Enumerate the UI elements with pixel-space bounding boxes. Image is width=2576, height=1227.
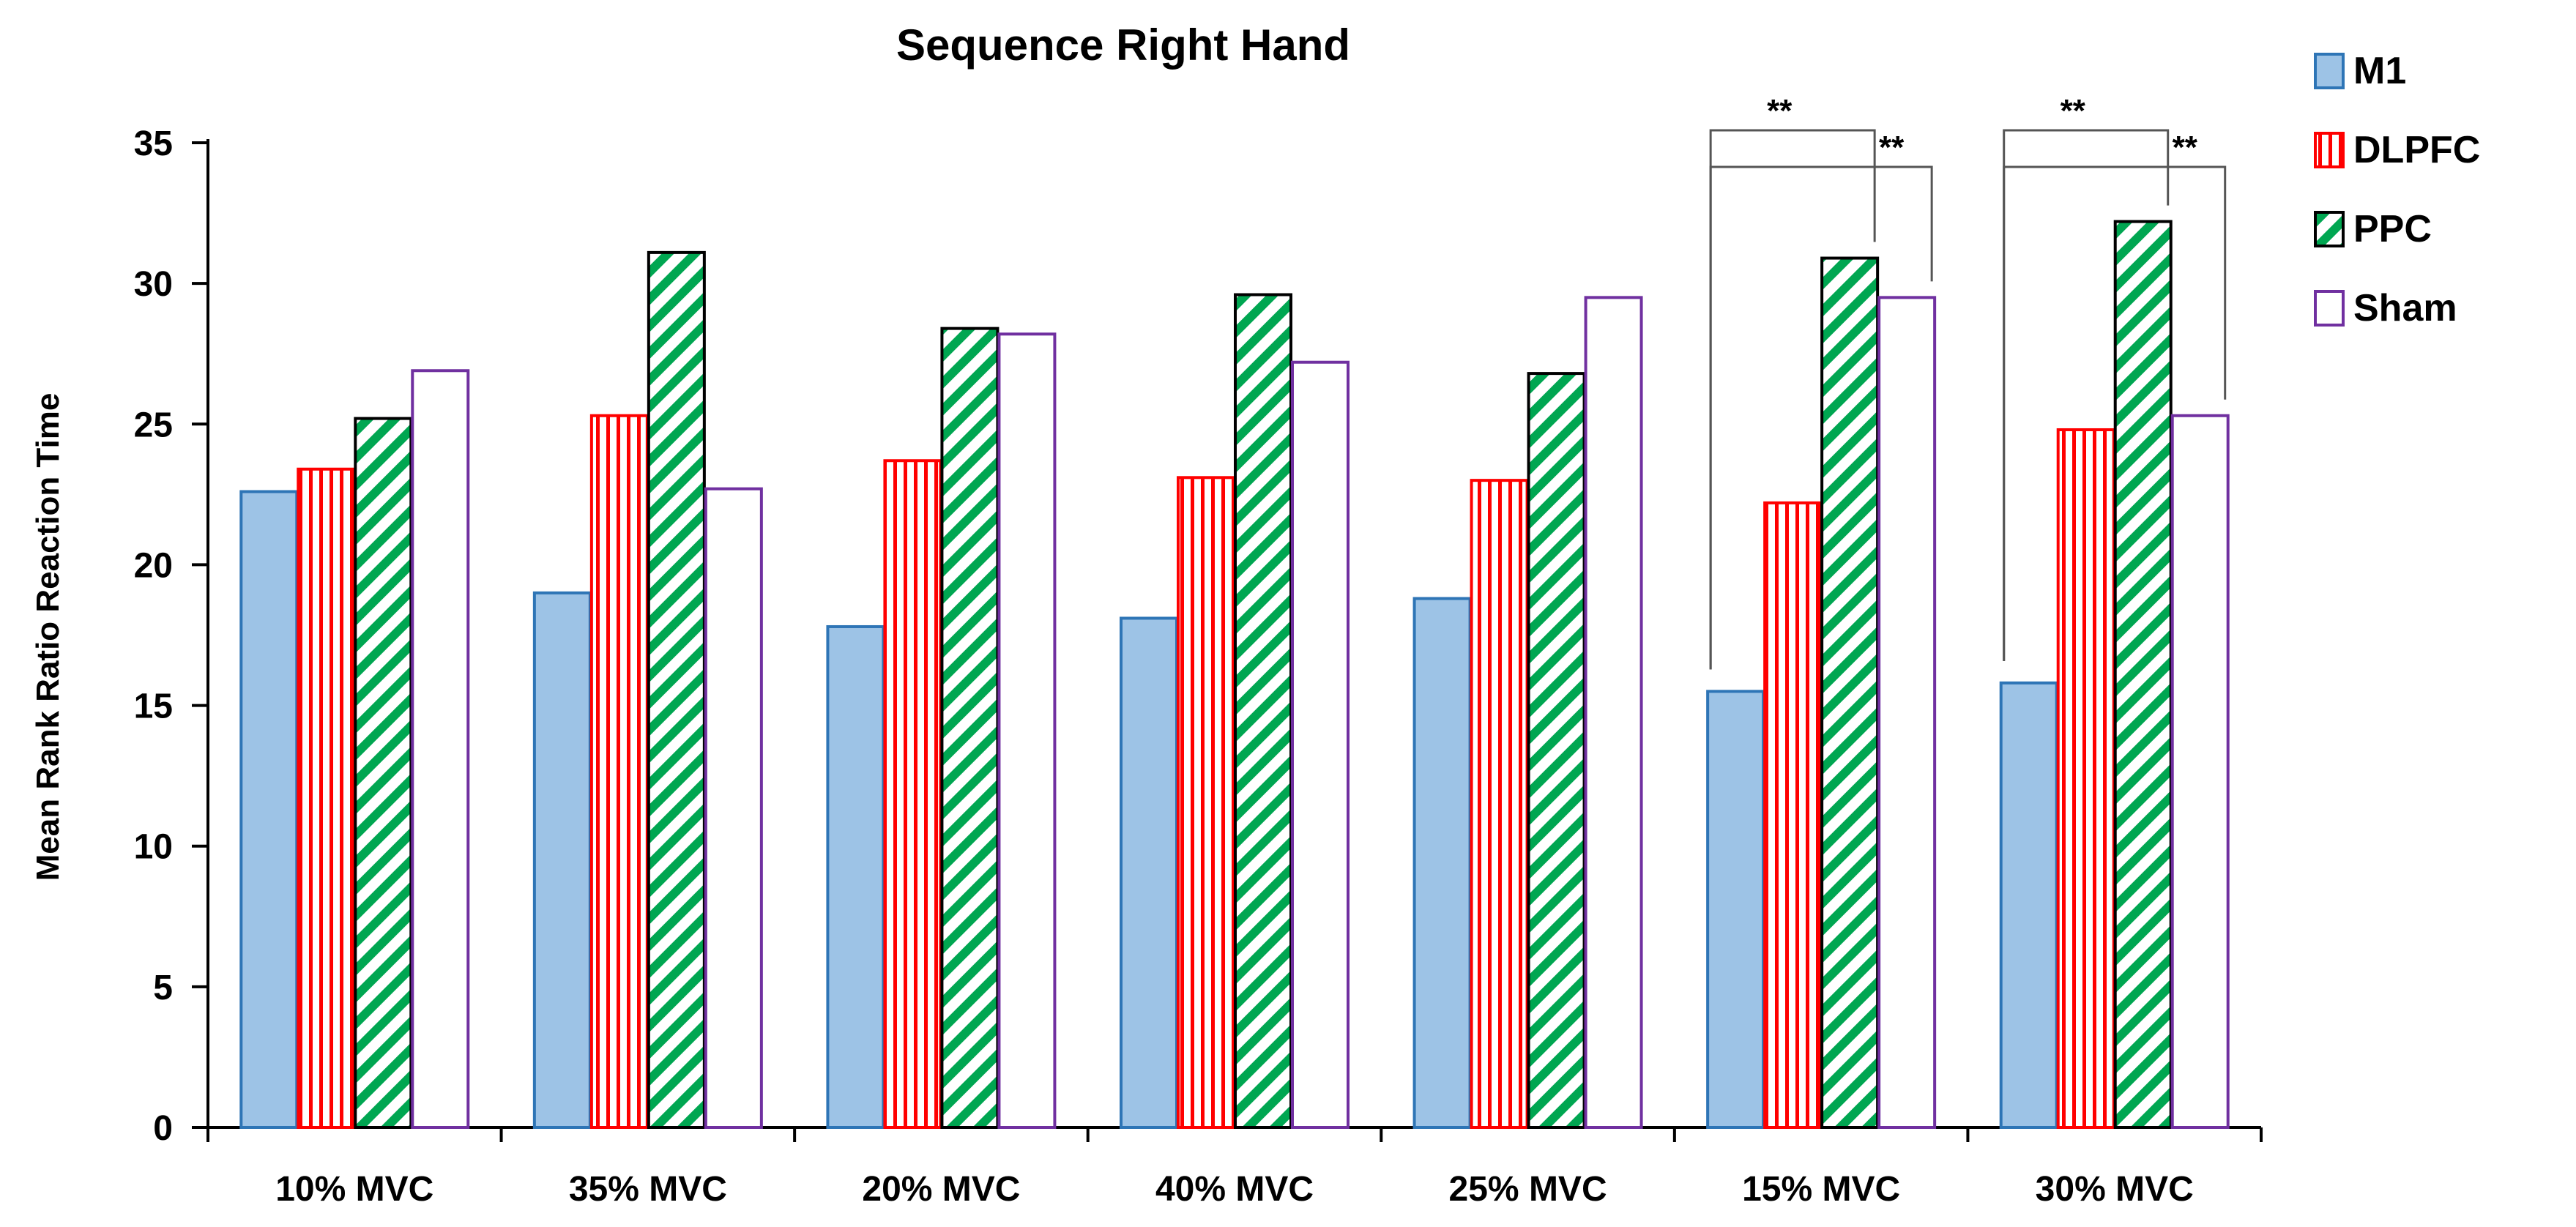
- y-tick-label: 0: [153, 1109, 173, 1148]
- legend: M1 DLPFC PPC Sham: [2314, 50, 2480, 329]
- bar-m1-15pct-mvc: [1706, 690, 1765, 1129]
- significance-label: **: [1879, 130, 1905, 165]
- bar-sham-10pct-mvc: [411, 369, 470, 1129]
- bar-m1-40pct-mvc: [1120, 616, 1178, 1129]
- bar-m1-30pct-mvc: [1999, 681, 2058, 1129]
- bar-m1-25pct-mvc: [1412, 597, 1472, 1129]
- bar-dlpfc-10pct-mvc: [297, 467, 356, 1129]
- y-tick-label: 20: [134, 546, 173, 585]
- y-tick-label: 15: [134, 687, 173, 726]
- y-tick-label: 10: [134, 828, 173, 867]
- chart-title: Sequence Right Hand: [896, 20, 1350, 70]
- x-tick-label-20pct-mvc: 20% MVC: [862, 1170, 1020, 1209]
- bar-dlpfc-20pct-mvc: [883, 459, 942, 1129]
- bar-m1-20pct-mvc: [826, 624, 885, 1129]
- bar-dlpfc-35pct-mvc: [589, 414, 649, 1129]
- legend-label-ppc: PPC: [2353, 208, 2432, 250]
- significance-label: **: [2173, 130, 2198, 165]
- bar-ppc-30pct-mvc: [2113, 220, 2173, 1130]
- legend-swatch-dlpfc: [2314, 132, 2345, 168]
- bar-ppc-40pct-mvc: [1234, 293, 1292, 1129]
- bar-m1-10pct-mvc: [239, 490, 299, 1129]
- y-tick-label: 5: [153, 969, 173, 1007]
- legend-swatch-sham: [2314, 290, 2345, 327]
- y-tick-label: 35: [134, 124, 173, 163]
- y-tick-label: 30: [134, 265, 173, 304]
- legend-swatch-ppc: [2314, 211, 2345, 247]
- bar-dlpfc-40pct-mvc: [1177, 476, 1235, 1129]
- bar-sham-30pct-mvc: [2170, 414, 2230, 1129]
- significance-bracket-30pct-mvc-m1-sham: [2003, 165, 2227, 661]
- y-tick-label: 25: [134, 406, 173, 444]
- bar-sham-35pct-mvc: [704, 487, 763, 1129]
- bar-ppc-35pct-mvc: [647, 250, 706, 1129]
- bar-dlpfc-15pct-mvc: [1763, 501, 1823, 1129]
- legend-label-dlpfc: DLPFC: [2353, 129, 2480, 171]
- bar-m1-35pct-mvc: [532, 591, 592, 1129]
- bar-dlpfc-30pct-mvc: [2056, 428, 2115, 1129]
- x-tick-label-10pct-mvc: 10% MVC: [275, 1170, 433, 1209]
- bar-ppc-20pct-mvc: [940, 327, 999, 1130]
- bar-ppc-10pct-mvc: [354, 417, 413, 1129]
- significance-label: **: [1767, 93, 1793, 129]
- significance-bracket-15pct-mvc-m1-sham: [1709, 165, 1933, 670]
- bar-ppc-15pct-mvc: [1820, 256, 1880, 1129]
- plot-area: 0 5 10 15 20 25 30 35 10% MVC 35% MVC 20% MVC 40% M…: [134, 93, 2263, 1209]
- bar-sham-25pct-mvc: [1584, 296, 1643, 1129]
- x-tick-label-30pct-mvc: 30% MVC: [2036, 1170, 2194, 1209]
- legend-label-m1: M1: [2353, 50, 2406, 92]
- bar-sham-40pct-mvc: [1291, 360, 1350, 1130]
- bar-ppc-25pct-mvc: [1527, 372, 1586, 1130]
- significance-label: **: [2061, 93, 2086, 129]
- legend-label-sham: Sham: [2353, 287, 2457, 329]
- legend-swatch-m1: [2314, 53, 2345, 89]
- x-tick-label-25pct-mvc: 25% MVC: [1449, 1170, 1607, 1209]
- x-tick-label-35pct-mvc: 35% MVC: [569, 1170, 727, 1209]
- x-tick-label-40pct-mvc: 40% MVC: [1155, 1170, 1314, 1209]
- x-tick-label-15pct-mvc: 15% MVC: [1742, 1170, 1900, 1209]
- bar-sham-15pct-mvc: [1877, 296, 1937, 1129]
- bar-dlpfc-25pct-mvc: [1470, 479, 1529, 1129]
- bar-sham-20pct-mvc: [997, 332, 1057, 1129]
- y-axis-title: Mean Rank Ratio Reaction Time: [30, 393, 66, 881]
